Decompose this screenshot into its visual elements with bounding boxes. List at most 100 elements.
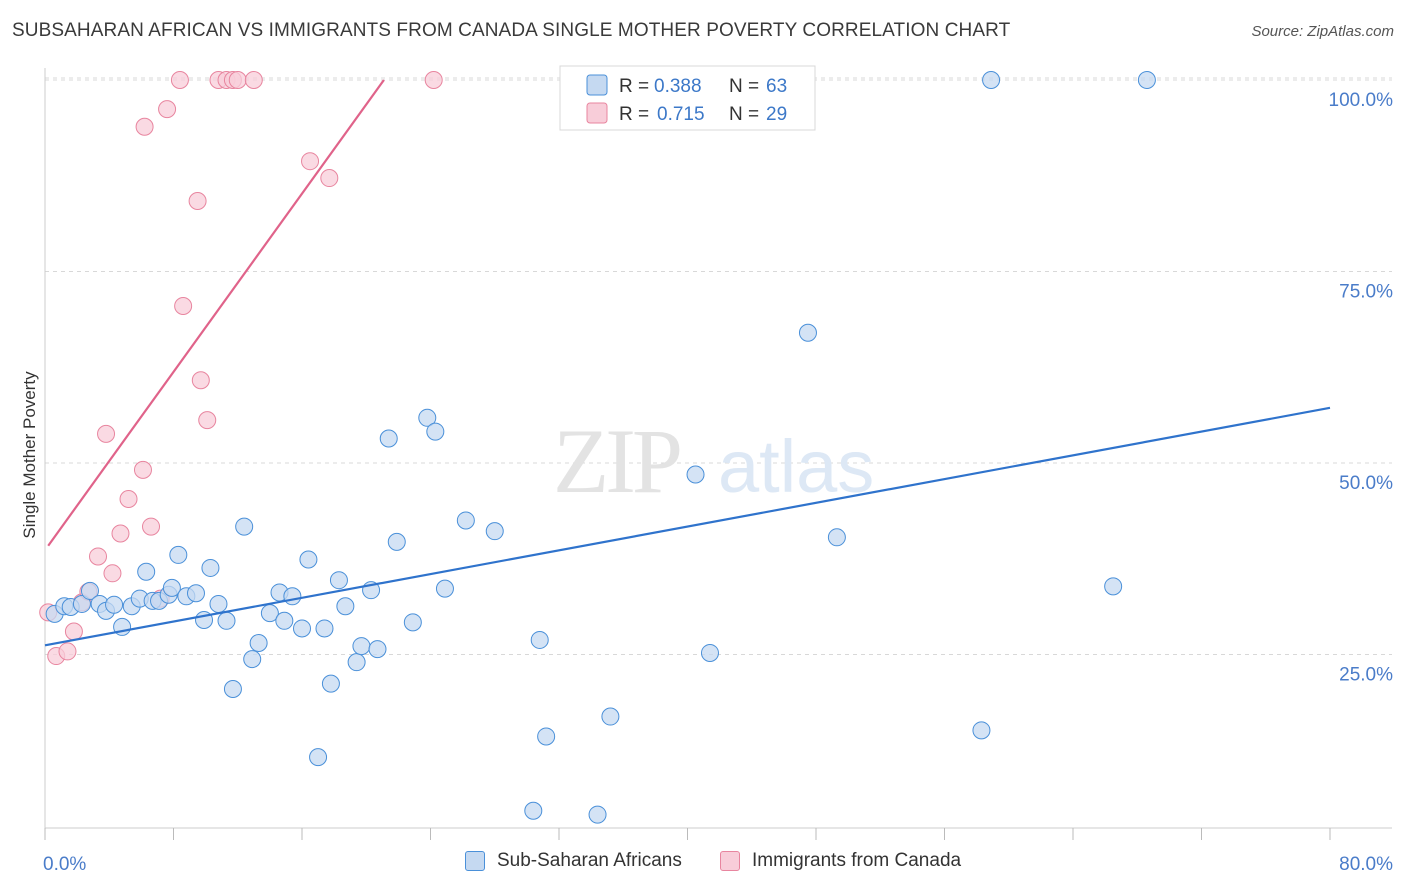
y-tick-label-75: 75.0%: [1339, 282, 1393, 303]
legend-r-value-1: 0.388: [654, 76, 702, 97]
point-sub-saharan-42: [379, 429, 398, 448]
point-sub-saharan-61: [1104, 577, 1123, 596]
point-sub-saharan-24: [235, 517, 254, 536]
point-canada-25: [244, 71, 263, 89]
point-sub-saharan-51: [530, 630, 549, 649]
point-sub-saharan-15: [162, 578, 181, 597]
point-sub-saharan-57: [798, 323, 817, 342]
y-axis-label: Single Mother Poverty: [20, 371, 39, 539]
point-sub-saharan-45: [418, 408, 437, 427]
point-canada-28: [424, 71, 443, 89]
point-sub-saharan-32: [299, 550, 318, 569]
legend-item-sub-saharan: Sub-Saharan Africans: [465, 850, 682, 872]
y-tick-label-50: 50.0%: [1339, 473, 1393, 494]
point-sub-saharan-62: [1137, 71, 1156, 89]
point-sub-saharan-54: [601, 707, 620, 726]
point-sub-saharan-25: [243, 650, 262, 669]
point-sub-saharan-49: [485, 522, 504, 541]
point-canada-11: [133, 460, 152, 479]
watermark-zip: ZIP: [553, 410, 680, 512]
legend-swatch-pink: [586, 102, 608, 124]
point-canada-14: [135, 117, 154, 136]
point-canada-2: [58, 642, 77, 661]
point-sub-saharan-11: [137, 562, 156, 581]
legend-n-label-2: N =: [729, 104, 759, 125]
point-sub-saharan-50: [524, 801, 543, 820]
point-canada-16: [170, 71, 189, 89]
legend-label-canada: Immigrants from Canada: [752, 850, 962, 871]
point-sub-saharan-21: [209, 594, 228, 613]
axes: [44, 68, 1392, 840]
point-sub-saharan-53: [588, 805, 607, 824]
point-sub-saharan-4: [80, 581, 99, 600]
point-canada-9: [111, 524, 130, 543]
point-sub-saharan-52: [537, 727, 556, 746]
point-canada-17: [174, 296, 193, 315]
point-sub-saharan-39: [352, 637, 371, 656]
point-canada-15: [158, 100, 177, 119]
point-sub-saharan-48: [456, 511, 475, 530]
point-sub-saharan-37: [336, 597, 355, 616]
point-sub-saharan-46: [426, 422, 445, 441]
series-legend: Sub-Saharan Africans Immigrants from Can…: [0, 850, 1406, 880]
point-canada-10: [119, 490, 138, 509]
point-canada-27: [320, 169, 339, 188]
legend-r-value-2: 0.715: [657, 104, 705, 125]
x-tick-label-min: 0.0%: [43, 854, 86, 875]
point-canada-3: [64, 622, 83, 641]
point-sub-saharan-18: [186, 584, 205, 603]
point-canada-20: [198, 411, 217, 430]
point-sub-saharan-30: [283, 587, 302, 606]
series-sub-saharan-africans: [45, 71, 1156, 824]
point-sub-saharan-35: [321, 674, 340, 693]
tick-labels: 25.0% 50.0% 75.0% 100.0% 0.0% 80.0%: [43, 90, 1393, 875]
point-sub-saharan-20: [201, 558, 220, 577]
point-sub-saharan-34: [315, 619, 334, 638]
legend-label-sub-saharan: Sub-Saharan Africans: [497, 850, 682, 871]
point-sub-saharan-47: [435, 579, 454, 598]
point-canada-26: [301, 152, 320, 171]
point-sub-saharan-16: [169, 545, 188, 564]
point-sub-saharan-22: [217, 611, 236, 630]
legend-item-canada: Immigrants from Canada: [720, 850, 961, 872]
point-canada-12: [142, 517, 161, 536]
chart-title: SUBSAHARAN AFRICAN VS IMMIGRANTS FROM CA…: [12, 20, 1011, 41]
watermark: ZIP atlas: [553, 410, 874, 512]
legend-r-label-1: R =: [619, 76, 649, 97]
legend-swatch-sub-saharan: [465, 851, 485, 871]
legend-n-value-2: 29: [766, 104, 787, 125]
watermark-atlas: atlas: [718, 425, 874, 508]
series-immigrants-from-canada: [39, 71, 443, 666]
y-tick-label-100: 100.0%: [1329, 90, 1394, 111]
point-canada-24: [228, 71, 247, 89]
point-sub-saharan-55: [686, 465, 705, 484]
grid-lines: [45, 77, 1392, 655]
trend-line-canada: [47, 79, 385, 547]
point-sub-saharan-44: [403, 613, 422, 632]
point-sub-saharan-23: [223, 679, 242, 698]
legend-n-label-1: N =: [729, 76, 759, 97]
trend-lines: [44, 79, 1331, 647]
trend-line-sub-saharan: [44, 406, 1331, 647]
legend-swatch-blue: [586, 74, 608, 96]
point-sub-saharan-3: [72, 594, 91, 613]
legend-r-label-2: R =: [619, 104, 649, 125]
point-canada-6: [89, 547, 108, 566]
legend-n-value-1: 63: [766, 76, 787, 97]
correlation-legend: R = 0.388 N = 63 R = 0.715 N = 29: [559, 65, 816, 131]
point-sub-saharan-26: [249, 634, 268, 653]
point-sub-saharan-60: [982, 71, 1001, 89]
point-canada-19: [191, 371, 210, 390]
point-sub-saharan-58: [827, 528, 846, 547]
source-label: Source: ZipAtlas.com: [1251, 23, 1394, 40]
x-tick-label-max: 80.0%: [1339, 854, 1393, 875]
legend-swatch-canada: [720, 851, 740, 871]
point-sub-saharan-7: [105, 595, 124, 614]
point-sub-saharan-31: [293, 619, 311, 638]
point-sub-saharan-41: [368, 640, 387, 659]
point-sub-saharan-29: [275, 611, 294, 630]
point-sub-saharan-43: [387, 532, 406, 551]
point-sub-saharan-56: [700, 643, 719, 662]
point-canada-8: [103, 564, 122, 583]
point-sub-saharan-38: [347, 653, 366, 672]
